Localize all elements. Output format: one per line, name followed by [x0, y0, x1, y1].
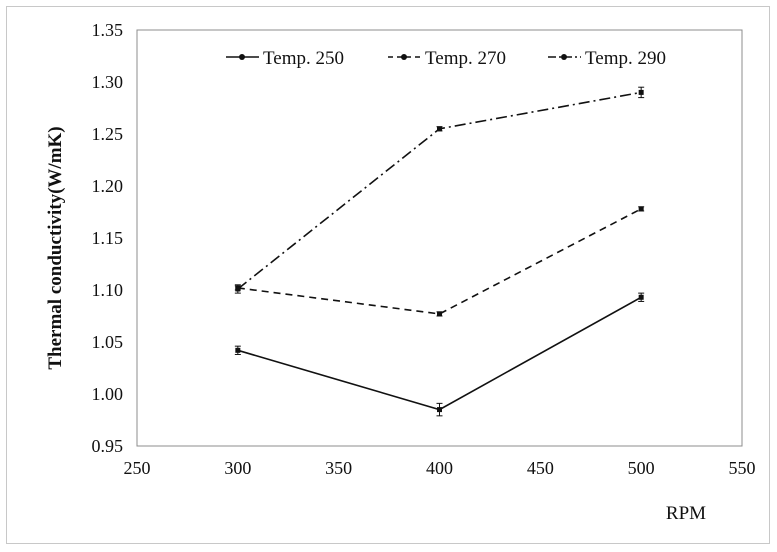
data-point — [437, 407, 442, 413]
legend-label: Temp. 290 — [585, 48, 666, 69]
y-tick-label: 1.35 — [92, 20, 124, 40]
data-point — [638, 294, 644, 300]
axes: 0.95 1.00 1.05 1.10 1.15 1.20 1.25 1.30 1.35 250 3… — [92, 20, 756, 478]
x-tick-label: 500 — [628, 458, 655, 478]
data-point — [437, 311, 442, 317]
y-axis-title: Thermal conductivity(W/mK) — [45, 126, 66, 369]
data-point — [437, 126, 442, 132]
legend-label: Temp. 270 — [425, 48, 506, 69]
y-tick-label: 1.30 — [92, 72, 124, 92]
y-tick-label: 1.20 — [92, 176, 124, 196]
x-tick-label: 550 — [729, 458, 756, 478]
x-tick-label: 250 — [124, 458, 151, 478]
y-tick-label: 1.25 — [92, 124, 124, 144]
data-point — [638, 89, 644, 95]
series-1 — [234, 292, 645, 417]
y-tick-label: 1.05 — [92, 332, 124, 352]
legend: Temp. 250 Temp. 270 Temp. 290 — [226, 48, 666, 69]
y-tick-label: 1.00 — [92, 384, 124, 404]
y-tick-label: 1.10 — [92, 280, 124, 300]
series-line — [237, 208, 642, 315]
data-point — [235, 347, 241, 353]
y-tick-label: 0.95 — [92, 436, 124, 456]
chart-frame — [6, 6, 770, 544]
series-line — [237, 91, 642, 290]
x-tick-label: 350 — [325, 458, 352, 478]
x-tick-label: 400 — [426, 458, 453, 478]
legend-label: Temp. 250 — [263, 48, 344, 69]
series-3 — [234, 86, 645, 294]
series-2 — [234, 206, 645, 317]
plot-area — [136, 29, 743, 447]
legend-marker — [561, 54, 567, 60]
x-axis-title: RPM — [666, 503, 706, 524]
plot-border — [136, 29, 743, 447]
x-tick-label: 300 — [224, 458, 251, 478]
x-tick-label: 450 — [527, 458, 554, 478]
data-point — [235, 286, 241, 292]
legend-marker — [239, 54, 245, 60]
y-tick-label: 1.15 — [92, 228, 124, 248]
legend-marker — [401, 54, 407, 60]
data-point — [638, 206, 644, 212]
series-layer — [234, 86, 645, 417]
